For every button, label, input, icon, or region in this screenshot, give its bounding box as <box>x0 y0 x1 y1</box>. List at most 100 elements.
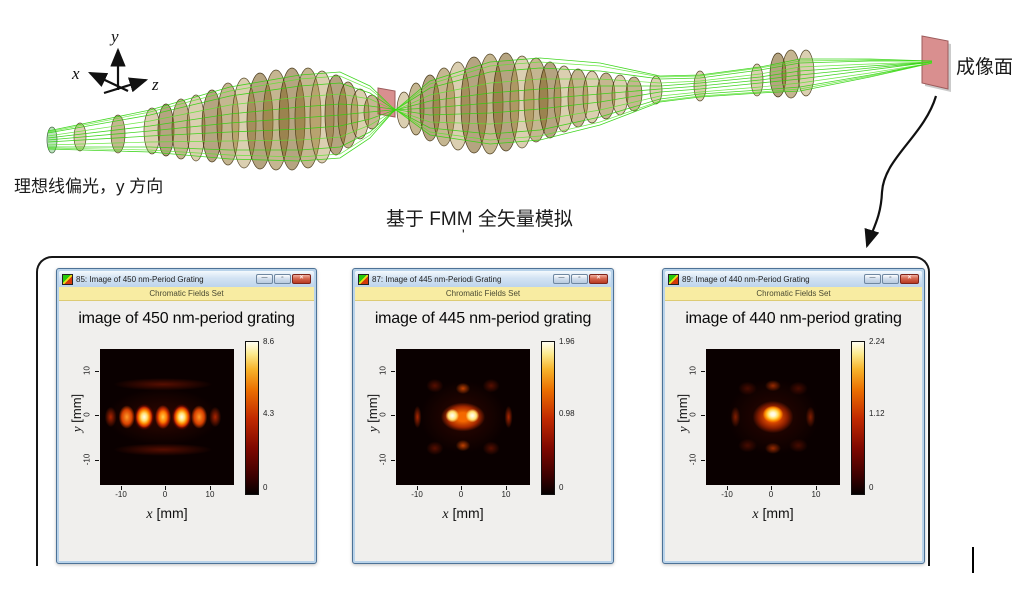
simulation-label: 基于 FMM 全矢量模拟 <box>386 209 573 230</box>
restore-button[interactable]: ▫ <box>882 274 899 284</box>
colorbar-max: 1.96 <box>559 337 575 346</box>
image-plane <box>921 35 951 92</box>
chromatic-fields-set-bar: Chromatic Fields Set <box>665 287 922 301</box>
colorbar-min: 0 <box>559 483 564 492</box>
plot-heading: image of 440 nm-period grating <box>685 310 902 327</box>
app-icon <box>358 273 369 285</box>
restore-button[interactable]: ▫ <box>274 274 291 284</box>
chromatic-fields-set-bar: Chromatic Fields Set <box>355 287 611 301</box>
lens-elements <box>46 49 815 171</box>
axis-tick <box>701 371 705 372</box>
stray-mark: ' <box>462 226 465 242</box>
axis-tick <box>165 486 166 490</box>
axis-tick <box>391 371 395 372</box>
window-450nm: 85: Image of 450 nm-Period Grating — ▫ ✕… <box>56 268 317 564</box>
title-bar[interactable]: 89: Image of 440 nm-Period Grating — ▫ ✕ <box>665 271 922 287</box>
colorbar-max: 2.24 <box>869 337 885 346</box>
axis-tick <box>95 460 99 461</box>
minimize-button[interactable]: — <box>864 274 881 284</box>
axis-tick <box>391 460 395 461</box>
axis-tick <box>95 415 99 416</box>
x-axis-label: x [mm] <box>146 505 188 522</box>
y-tick-label: 10 <box>688 366 698 375</box>
x-tick-label: -10 <box>115 490 127 499</box>
colorbar-min: 0 <box>263 483 268 492</box>
colorbar-mid: 1.12 <box>869 409 885 418</box>
close-button[interactable]: ✕ <box>292 274 311 284</box>
window-body: image of 445 nm-period grating y [mm] 10… <box>355 301 611 561</box>
axis-tick <box>121 486 122 490</box>
x-tick-label: 10 <box>501 490 511 499</box>
window-440nm: 89: Image of 440 nm-Period Grating — ▫ ✕… <box>662 268 925 564</box>
close-button[interactable]: ✕ <box>589 274 608 284</box>
ray-bundle <box>47 57 933 162</box>
window-title: 85: Image of 450 nm-Period Grating <box>76 274 204 284</box>
plot-heading: image of 445 nm-period grating <box>374 310 592 327</box>
colorbar-mid: 4.3 <box>263 409 275 418</box>
x-tick-label: 0 <box>458 490 464 499</box>
axis-tick <box>771 486 772 490</box>
x-tick-label: -10 <box>411 490 423 499</box>
axis-label-x: x <box>71 64 80 83</box>
axis-tick <box>417 486 418 490</box>
chromatic-fields-set-bar: Chromatic Fields Set <box>59 287 314 301</box>
polarization-label: 理想线偏光，y 方向 <box>14 177 164 196</box>
x-tick-label: 0 <box>768 490 774 499</box>
title-bar[interactable]: 87: Image of 445 nm-Periodi Grating — ▫ … <box>355 271 611 287</box>
close-button[interactable]: ✕ <box>900 274 919 284</box>
heatmap-450nm <box>100 349 234 485</box>
window-title: 87: Image of 445 nm-Periodi Grating <box>372 274 502 284</box>
axis-tick <box>506 486 507 490</box>
colorbar <box>541 341 555 495</box>
app-icon <box>668 273 679 285</box>
x-axis-label: x [mm] <box>752 505 794 522</box>
window-body: image of 440 nm-period grating y [mm] 10… <box>665 301 922 561</box>
minimize-button[interactable]: — <box>553 274 570 284</box>
y-tick-label: 10 <box>378 366 388 375</box>
axis-tick <box>210 486 211 490</box>
pointer-arrow <box>864 95 938 249</box>
x-tick-label: 10 <box>205 490 215 499</box>
y-tick-label: -10 <box>82 453 92 466</box>
window-title: 89: Image of 440 nm-Period Grating <box>682 274 810 284</box>
x-axis-label: x [mm] <box>442 505 484 522</box>
optical-system-diagram: y z x <box>46 27 951 249</box>
colorbar <box>245 341 259 495</box>
results-bracket <box>36 256 930 566</box>
x-tick-label: 0 <box>162 490 168 499</box>
axis-tick <box>95 371 99 372</box>
axis-tick <box>816 486 817 490</box>
coordinate-axes: y z x <box>71 27 159 95</box>
axis-tick <box>701 460 705 461</box>
window-body: image of 450 nm-period grating y [mm] 10… <box>59 301 314 561</box>
y-tick-label: 0 <box>688 412 698 417</box>
axis-label-z: z <box>151 75 159 94</box>
text-cursor <box>972 547 974 573</box>
window-445nm: 87: Image of 445 nm-Periodi Grating — ▫ … <box>352 268 614 564</box>
x-tick-label: -10 <box>721 490 733 499</box>
axis-tick <box>391 415 395 416</box>
image-plane-label: 成像面 <box>956 57 1014 78</box>
y-tick-label: -10 <box>688 453 698 466</box>
y-tick-label: 0 <box>378 412 388 417</box>
axis-label-y: y <box>109 27 119 46</box>
plot-heading: image of 450 nm-period grating <box>78 310 295 327</box>
colorbar <box>851 341 865 495</box>
x-tick-label: 10 <box>811 490 821 499</box>
y-tick-label: 10 <box>82 366 92 375</box>
y-tick-label: 0 <box>82 412 92 417</box>
restore-button[interactable]: ▫ <box>571 274 588 284</box>
heatmap-445nm <box>396 349 530 485</box>
y-tick-label: -10 <box>378 453 388 466</box>
axis-tick <box>461 486 462 490</box>
title-bar[interactable]: 85: Image of 450 nm-Period Grating — ▫ ✕ <box>59 271 314 287</box>
colorbar-min: 0 <box>869 483 874 492</box>
minimize-button[interactable]: — <box>256 274 273 284</box>
axis-tick <box>727 486 728 490</box>
axis-tick <box>701 415 705 416</box>
colorbar-mid: 0.98 <box>559 409 575 418</box>
colorbar-max: 8.6 <box>263 337 275 346</box>
app-icon <box>62 273 73 285</box>
heatmap-440nm <box>706 349 840 485</box>
